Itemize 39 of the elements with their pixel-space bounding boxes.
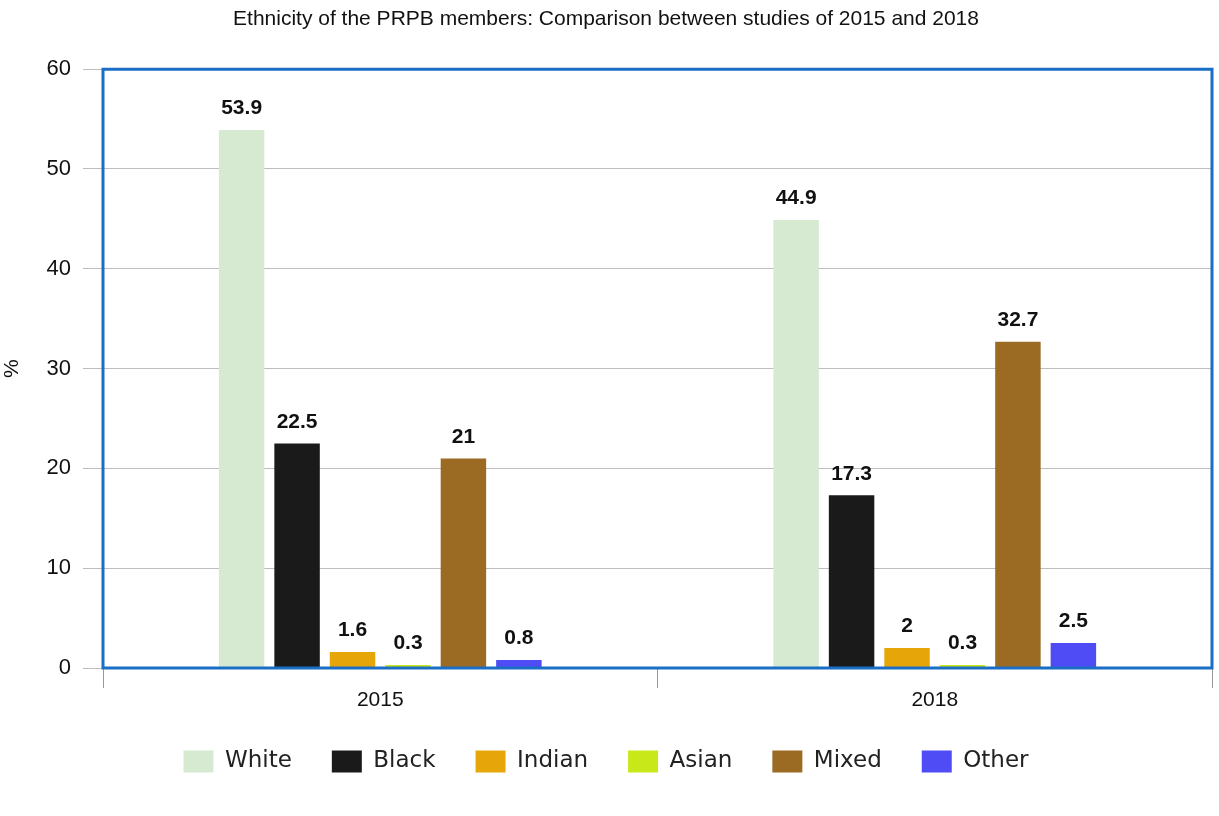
bar: [884, 648, 930, 668]
x-tick-label: 2018: [911, 687, 959, 711]
y-axis-title: %: [0, 359, 23, 378]
data-label: 53.9: [221, 95, 263, 119]
data-label: 1.6: [337, 617, 368, 641]
bar: [773, 219, 819, 668]
data-label: 0.3: [947, 630, 978, 654]
legend-label: Asian: [669, 746, 733, 773]
data-label: 2: [901, 613, 913, 637]
bar: [218, 130, 265, 668]
data-label: 0.3: [393, 630, 423, 654]
y-tick-label: 60: [46, 55, 71, 81]
data-label: 2.5: [1058, 608, 1089, 632]
data-label: 17.3: [831, 460, 873, 484]
y-tick-label: 40: [46, 254, 71, 280]
legend-label: Other: [963, 746, 1030, 773]
data-label: 32.7: [997, 306, 1039, 330]
y-tick-label: 10: [46, 554, 71, 580]
bar: [828, 495, 875, 668]
bar: [329, 652, 376, 668]
data-label: 22.5: [276, 408, 318, 432]
bar: [496, 660, 542, 668]
chart-title: Ethnicity of the PRPB members: Comparison between studies of 2015 and 2018: [233, 6, 979, 30]
y-tick-label: 50: [46, 155, 71, 181]
legend-label: Mixed: [813, 746, 882, 773]
legend-label: Black: [373, 746, 437, 773]
x-tick-label: 2015: [356, 687, 404, 711]
legend-label: White: [224, 746, 292, 773]
data-label: 0.8: [504, 625, 534, 649]
y-tick-label: 0: [58, 654, 71, 680]
legend-label: Indian: [517, 746, 589, 773]
y-tick-label: 30: [46, 354, 71, 380]
bar: [274, 443, 320, 668]
bar: [995, 341, 1041, 668]
y-tick-label: 20: [46, 454, 71, 480]
data-label: 44.9: [775, 185, 817, 209]
bar: [1050, 643, 1097, 668]
data-label: 21: [451, 423, 476, 447]
bar: [440, 458, 487, 668]
